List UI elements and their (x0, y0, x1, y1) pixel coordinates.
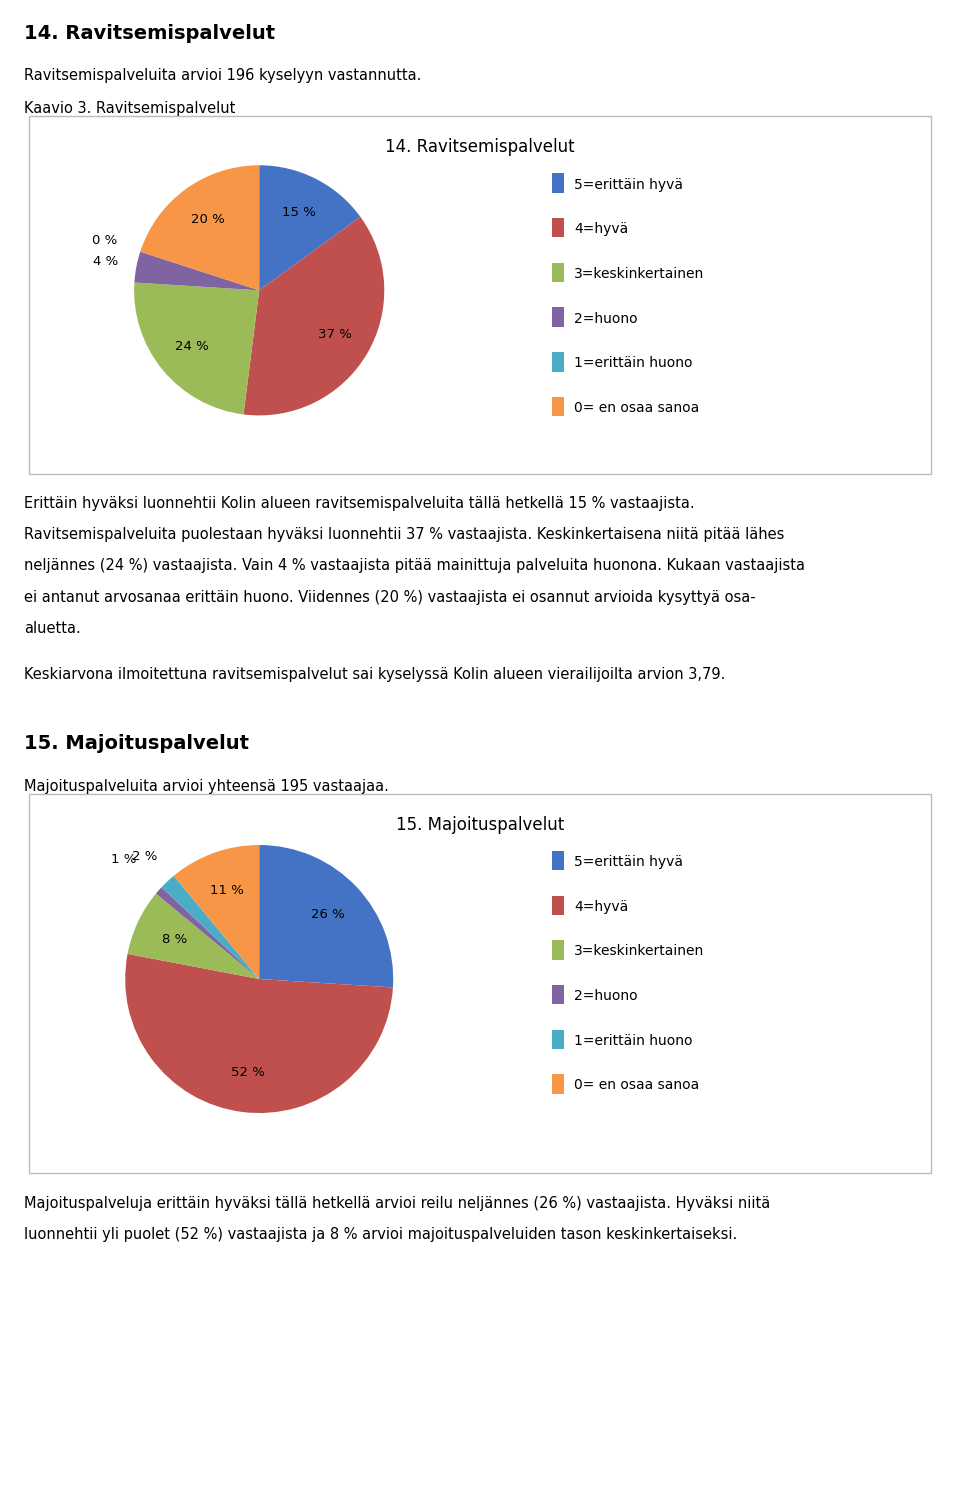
Wedge shape (259, 846, 394, 987)
Text: 15. Majoituspalvelut: 15. Majoituspalvelut (24, 734, 249, 753)
Wedge shape (125, 954, 393, 1112)
Text: 0 %: 0 % (92, 234, 117, 247)
Text: 14. Ravitsemispalvelut: 14. Ravitsemispalvelut (24, 24, 276, 43)
Wedge shape (244, 217, 384, 415)
Wedge shape (259, 165, 360, 290)
Text: 0= en osaa sanoa: 0= en osaa sanoa (574, 401, 699, 415)
Text: Erittäin hyväksi luonnehtii Kolin alueen ravitsemispalveluita tällä hetkellä 15 : Erittäin hyväksi luonnehtii Kolin alueen… (24, 496, 695, 511)
Text: Majoituspalveluja erittäin hyväksi tällä hetkellä arvioi reilu neljännes (26 %) : Majoituspalveluja erittäin hyväksi tällä… (24, 1196, 770, 1211)
Text: 1=erittäin huono: 1=erittäin huono (574, 356, 692, 371)
Text: 24 %: 24 % (175, 339, 208, 353)
Text: Kaavio 3. Ravitsemispalvelut: Kaavio 3. Ravitsemispalvelut (24, 101, 235, 116)
Text: 1=erittäin huono: 1=erittäin huono (574, 1033, 692, 1048)
Text: 3=keskinkertainen: 3=keskinkertainen (574, 267, 705, 281)
Text: 37 %: 37 % (318, 329, 351, 341)
Text: Ravitsemispalveluita arvioi 196 kyselyyn vastannutta.: Ravitsemispalveluita arvioi 196 kyselyyn… (24, 68, 421, 83)
Text: 4=hyvä: 4=hyvä (574, 222, 629, 237)
Text: Ravitsemispalveluita puolestaan hyväksi luonnehtii 37 % vastaajista. Keskinkerta: Ravitsemispalveluita puolestaan hyväksi … (24, 527, 784, 542)
Text: luonnehtii yli puolet (52 %) vastaajista ja 8 % arvioi majoituspalveluiden tason: luonnehtii yli puolet (52 %) vastaajista… (24, 1227, 737, 1242)
Text: 15 %: 15 % (282, 205, 316, 219)
Text: 14. Ravitsemispalvelut: 14. Ravitsemispalvelut (385, 138, 575, 156)
Text: 15. Majoituspalvelut: 15. Majoituspalvelut (396, 816, 564, 834)
Text: 0= en osaa sanoa: 0= en osaa sanoa (574, 1078, 699, 1093)
Wedge shape (156, 887, 259, 980)
Text: 5=erittäin hyvä: 5=erittäin hyvä (574, 855, 684, 870)
Text: 26 %: 26 % (311, 908, 345, 922)
Wedge shape (140, 165, 259, 290)
Wedge shape (140, 252, 259, 290)
Text: 20 %: 20 % (191, 213, 225, 226)
Text: 1 %: 1 % (110, 853, 136, 867)
Text: 52 %: 52 % (230, 1066, 264, 1078)
Text: 4=hyvä: 4=hyvä (574, 899, 629, 914)
Text: 11 %: 11 % (210, 884, 245, 898)
Text: aluetta.: aluetta. (24, 621, 81, 636)
Text: Keskiarvona ilmoitettuna ravitsemispalvelut sai kyselyssä Kolin alueen vierailij: Keskiarvona ilmoitettuna ravitsemispalve… (24, 667, 726, 682)
Wedge shape (128, 893, 259, 980)
Text: 2=huono: 2=huono (574, 311, 637, 326)
Wedge shape (161, 876, 259, 980)
Text: 2 %: 2 % (132, 850, 157, 864)
Wedge shape (134, 252, 259, 290)
Text: 2=huono: 2=huono (574, 989, 637, 1004)
Text: neljännes (24 %) vastaajista. Vain 4 % vastaajista pitää mainittuja palveluita h: neljännes (24 %) vastaajista. Vain 4 % v… (24, 558, 805, 573)
Text: Majoituspalveluita arvioi yhteensä 195 vastaajaa.: Majoituspalveluita arvioi yhteensä 195 v… (24, 779, 389, 794)
Text: 3=keskinkertainen: 3=keskinkertainen (574, 944, 705, 959)
Wedge shape (134, 283, 259, 414)
Text: 4 %: 4 % (93, 255, 118, 268)
Wedge shape (174, 846, 259, 980)
Text: 5=erittäin hyvä: 5=erittäin hyvä (574, 177, 684, 192)
Text: 8 %: 8 % (161, 932, 187, 946)
Text: ei antanut arvosanaa erittäin huono. Viidennes (20 %) vastaajista ei osannut arv: ei antanut arvosanaa erittäin huono. Vii… (24, 590, 756, 605)
